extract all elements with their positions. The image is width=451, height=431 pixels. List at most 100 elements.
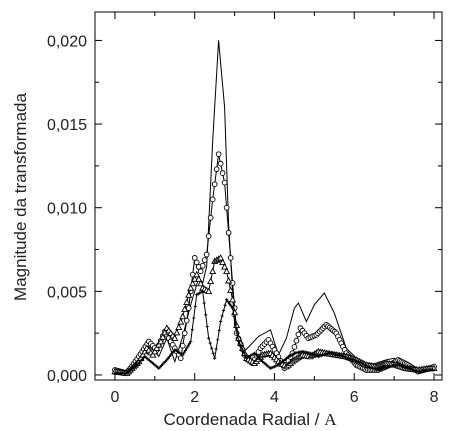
data-point [232, 314, 236, 319]
data-point [185, 305, 192, 311]
data-point [169, 353, 173, 357]
data-point [191, 255, 198, 261]
data-point [214, 347, 218, 351]
data-point [213, 166, 220, 173]
data-point [189, 279, 197, 287]
data-point [181, 353, 185, 357]
data-point [209, 267, 217, 274]
data-point [207, 214, 214, 221]
data-point [166, 356, 170, 360]
data-point [189, 339, 193, 344]
data-point [167, 354, 172, 359]
y-axis-title: Magnitude da transformada [11, 93, 30, 301]
series-3 [111, 254, 438, 376]
data-point [240, 348, 245, 352]
data-point [182, 351, 186, 355]
data-point [295, 331, 302, 338]
data-point [219, 319, 223, 324]
data-point [187, 284, 195, 291]
data-point [159, 333, 167, 340]
data-point [193, 304, 197, 308]
data-point [207, 336, 211, 340]
x-tick-label: 0 [110, 389, 119, 406]
data-point [205, 287, 213, 295]
y-tick-label: 0,020 [47, 33, 87, 50]
data-point [153, 344, 161, 351]
data-point [177, 318, 185, 325]
data-point [197, 279, 205, 287]
data-point [199, 262, 206, 269]
series-layer [111, 40, 438, 377]
data-point [195, 275, 203, 282]
data-point [223, 267, 231, 274]
data-point [177, 355, 184, 362]
data-point [211, 351, 215, 355]
data-point [233, 323, 238, 327]
data-point [293, 337, 300, 344]
data-point [221, 179, 228, 186]
data-point [219, 258, 227, 266]
series-1 [114, 40, 435, 374]
y-tick-label: 0,000 [47, 368, 87, 385]
data-point [231, 306, 235, 310]
tick-labels: 0 2 4 6 8 0,000 0,005 0,010 0,015 0,020 [47, 33, 439, 406]
plot-frame [94, 11, 443, 381]
x-tick-label: 4 [270, 389, 279, 406]
y-tick-label: 0,005 [47, 284, 87, 301]
axis-ticks [95, 12, 442, 380]
data-point [223, 303, 227, 307]
data-point [225, 298, 229, 302]
data-point [155, 341, 163, 348]
series-4 [113, 289, 436, 375]
x-tick-label: 2 [190, 389, 199, 406]
data-point [242, 351, 246, 355]
data-point [229, 304, 233, 308]
data-point [209, 196, 216, 203]
data-point [181, 330, 188, 337]
data-point [170, 351, 174, 355]
data-point [205, 233, 212, 239]
data-point [227, 255, 234, 261]
data-point [211, 181, 218, 188]
x-tick-label: 8 [430, 389, 439, 406]
data-point [225, 229, 232, 236]
data-point [183, 348, 188, 353]
data-point [235, 331, 239, 335]
data-point [236, 339, 241, 344]
data-point [192, 316, 196, 320]
data-point [179, 342, 186, 349]
data-point [225, 277, 233, 284]
y-tick-label: 0,015 [47, 117, 87, 134]
data-point [243, 353, 247, 358]
data-point [181, 305, 189, 313]
data-point [183, 298, 191, 305]
data-point [217, 254, 225, 261]
data-point [173, 329, 181, 336]
data-point [149, 351, 157, 358]
data-point [190, 328, 194, 332]
data-point [208, 341, 212, 345]
data-point [226, 300, 230, 304]
data-point [179, 312, 187, 320]
data-point [185, 291, 193, 298]
data-point [171, 349, 176, 354]
data-point [183, 317, 190, 324]
x-axis-title: Coordenada Radial / A [164, 410, 338, 429]
data-point [185, 346, 189, 350]
data-point [186, 344, 190, 348]
data-point [217, 160, 224, 167]
data-point [193, 259, 200, 266]
data-point [157, 337, 165, 345]
data-point [221, 263, 229, 270]
data-point [187, 342, 191, 346]
data-point [202, 301, 206, 305]
data-point [220, 314, 224, 318]
data-point [223, 204, 230, 211]
data-point [216, 338, 220, 342]
data-point [238, 342, 242, 346]
data-point [193, 270, 201, 278]
data-point [227, 286, 235, 293]
data-point [239, 345, 243, 349]
data-point [219, 170, 226, 176]
